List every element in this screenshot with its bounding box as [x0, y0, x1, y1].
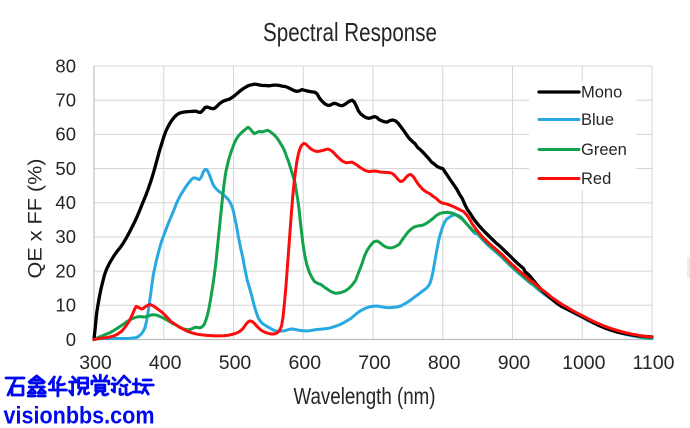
- svg-text:Red: Red: [581, 170, 611, 188]
- svg-text:0: 0: [66, 329, 76, 350]
- svg-text:Wavelength (nm): Wavelength (nm): [294, 383, 436, 409]
- svg-text:700: 700: [358, 352, 391, 374]
- svg-text:50: 50: [55, 158, 76, 179]
- svg-text:60: 60: [55, 124, 76, 145]
- svg-text:500: 500: [219, 352, 252, 374]
- svg-text:30: 30: [55, 226, 76, 247]
- svg-text:Spectral Response: Spectral Response: [263, 17, 437, 47]
- svg-text:300: 300: [79, 352, 112, 374]
- svg-text:70: 70: [55, 90, 76, 111]
- svg-text:Green: Green: [581, 141, 627, 159]
- svg-text:Blue: Blue: [581, 111, 614, 129]
- svg-text:QE x FF (%): QE x FF (%): [26, 159, 47, 279]
- svg-text:Mono: Mono: [581, 84, 622, 102]
- svg-text:visionbbs.com: visionbbs.com: [4, 403, 155, 428]
- svg-text:20: 20: [55, 260, 76, 281]
- svg-text:10: 10: [55, 295, 76, 316]
- svg-text:900: 900: [498, 352, 531, 374]
- svg-text:400: 400: [149, 352, 182, 374]
- svg-text:600: 600: [289, 352, 322, 374]
- svg-text:800: 800: [428, 352, 461, 374]
- svg-text:1000: 1000: [562, 352, 606, 374]
- svg-text:40: 40: [55, 192, 76, 213]
- svg-text:80: 80: [55, 55, 76, 76]
- svg-text:1100: 1100: [633, 352, 675, 374]
